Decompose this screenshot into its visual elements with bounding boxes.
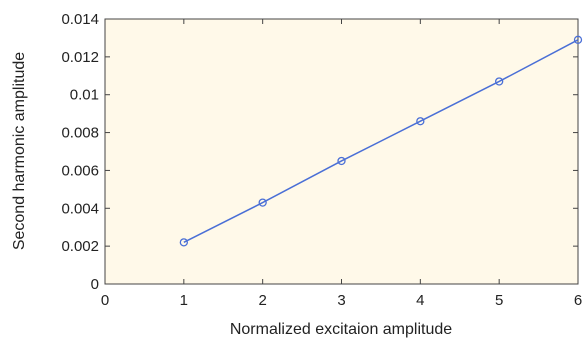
plot-area — [104, 18, 579, 285]
x-tick-label: 2 — [258, 292, 266, 309]
data-point-marker — [495, 77, 504, 86]
data-point-marker — [258, 198, 267, 207]
y-axis: 0 0.002 0.004 0.006 0.008 0.01 0.012 0.014 — [61, 11, 578, 293]
x-axis: 0 1 2 3 4 5 6 — [101, 19, 582, 309]
y-axis-label: Second harmonic amplitude — [11, 52, 28, 250]
y-tick-label: 0.002 — [61, 238, 99, 255]
x-tick-label: 3 — [337, 292, 345, 309]
y-tick-label: 0.014 — [61, 11, 99, 28]
y-tick-label: 0.012 — [61, 49, 99, 66]
y-tick-label: 0.01 — [70, 87, 99, 104]
x-axis-label: Normalized excitaion amplitude — [230, 321, 452, 338]
data-point-marker — [337, 156, 346, 166]
x-tick-label: 6 — [574, 292, 582, 309]
y-tick-label: 0.008 — [61, 125, 99, 142]
x-tick-label: 1 — [180, 292, 188, 309]
series-line — [183, 39, 579, 244]
x-tick-label: 5 — [495, 292, 503, 309]
data-point-marker — [416, 117, 425, 126]
y-tick-label: 0.004 — [61, 200, 99, 217]
series-layer — [179, 35, 583, 247]
data-point-marker — [573, 35, 583, 44]
data-point-marker — [179, 238, 188, 247]
y-tick-label: 0 — [91, 276, 99, 293]
x-tick-label: 0 — [101, 292, 109, 309]
y-tick-label: 0.006 — [61, 162, 99, 179]
x-tick-label: 4 — [416, 292, 424, 309]
